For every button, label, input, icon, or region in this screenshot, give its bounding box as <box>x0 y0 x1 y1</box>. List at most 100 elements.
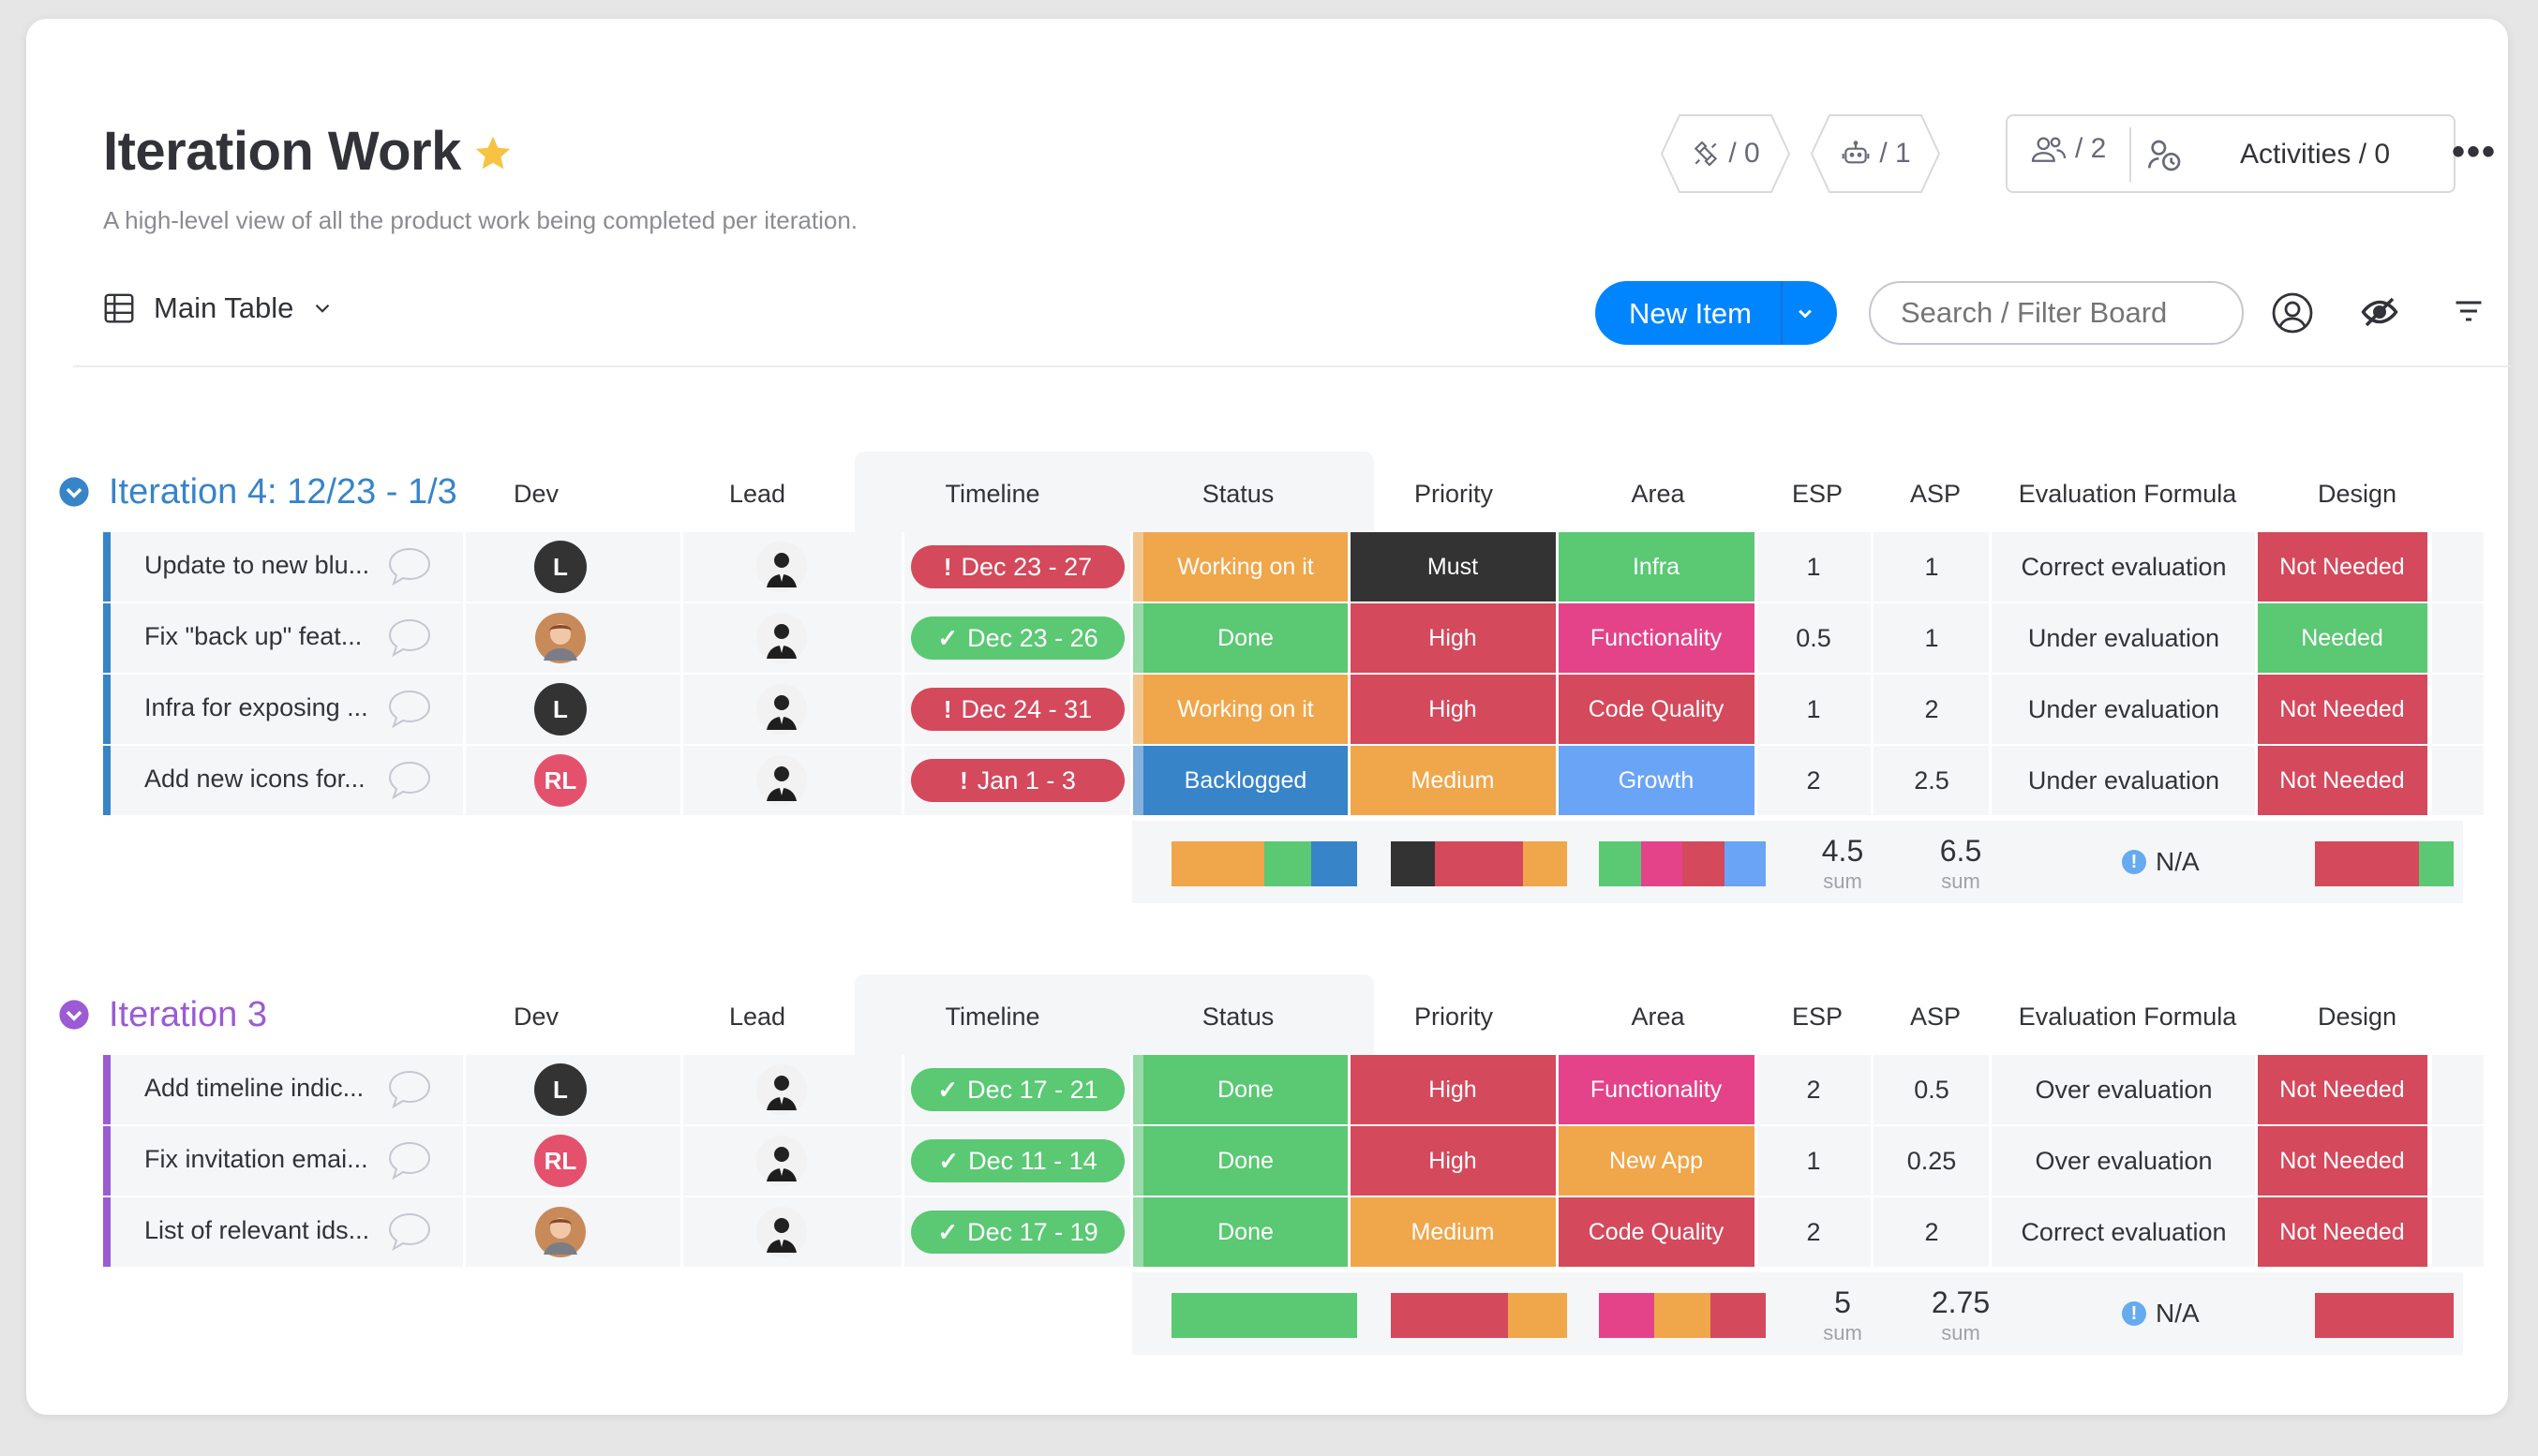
board-title[interactable]: Iteration Work <box>103 121 461 182</box>
design-cell[interactable]: Not Needed <box>2257 532 2427 602</box>
person-filter-icon[interactable] <box>2270 290 2315 335</box>
favorite-star-icon[interactable] <box>472 133 514 174</box>
area-summary[interactable] <box>1599 841 1766 886</box>
lead-avatar[interactable] <box>755 612 808 664</box>
status-cell[interactable]: Done <box>1143 603 1348 673</box>
table-row[interactable]: List of relevant ids... ✓ Dec 17 - 19 Done M… <box>103 1197 2484 1267</box>
avatar[interactable]: L <box>534 1063 587 1116</box>
column-header-status[interactable]: Status <box>1202 1003 1275 1031</box>
area-cell[interactable]: Functionality <box>1558 603 1754 673</box>
esp-cell[interactable]: 2 <box>1806 1217 1821 1246</box>
activities-button[interactable]: Activities / 0 <box>2240 139 2391 170</box>
timeline-pill[interactable]: ! Dec 23 - 27 <box>911 545 1125 588</box>
area-cell[interactable]: Code Quality <box>1558 675 1754 744</box>
table-row[interactable]: Fix "back up" feat... ✓ Dec 23 - 26 Done Hig… <box>103 603 2484 673</box>
status-cell[interactable]: Working on it <box>1143 532 1348 602</box>
column-header-priority[interactable]: Priority <box>1413 480 1493 508</box>
status-cell[interactable]: Backlogged <box>1143 746 1348 815</box>
design-cell[interactable]: Needed <box>2257 603 2427 673</box>
column-header-asp[interactable]: ASP <box>1909 1003 1962 1031</box>
column-header-lead[interactable]: Lead <box>728 480 786 508</box>
column-header-design[interactable]: Design <box>2317 480 2397 508</box>
column-header-evaluation[interactable]: Evaluation Formula <box>2018 1003 2237 1031</box>
group-title[interactable]: Iteration 4: 12/23 - 1/3 <box>109 472 457 512</box>
esp-cell[interactable]: 1 <box>1806 552 1821 581</box>
collapse-group-icon[interactable] <box>58 476 90 508</box>
hide-columns-icon[interactable] <box>2360 292 2399 332</box>
status-cell[interactable]: Done <box>1143 1126 1348 1196</box>
column-header-timeline[interactable]: Timeline <box>945 1003 1040 1031</box>
avatar[interactable]: RL <box>534 1135 587 1187</box>
timeline-pill[interactable]: ✓ Dec 23 - 26 <box>911 617 1125 660</box>
status-summary[interactable] <box>1172 1293 1357 1338</box>
lead-avatar[interactable] <box>755 754 808 807</box>
status-cell[interactable]: Done <box>1143 1055 1348 1124</box>
group-title[interactable]: Iteration 3 <box>109 995 267 1034</box>
esp-cell[interactable]: 1 <box>1806 694 1821 723</box>
column-header-dev[interactable]: Dev <box>513 480 559 508</box>
item-name[interactable]: List of relevant ids... <box>144 1216 370 1244</box>
lead-avatar[interactable] <box>755 683 808 735</box>
priority-cell[interactable]: High <box>1350 1126 1556 1196</box>
item-name[interactable]: Fix invitation emai... <box>144 1145 368 1173</box>
priority-cell[interactable]: Medium <box>1350 746 1556 815</box>
area-summary[interactable] <box>1599 1293 1766 1338</box>
esp-cell[interactable]: 2 <box>1806 765 1821 795</box>
timeline-pill[interactable]: ✓ Dec 17 - 19 <box>911 1211 1125 1254</box>
view-selector[interactable]: Main Table <box>101 290 335 326</box>
lead-avatar[interactable] <box>755 541 808 593</box>
area-cell[interactable]: Infra <box>1558 532 1754 602</box>
members-button[interactable]: / 2 <box>2030 133 2106 165</box>
chevron-down-icon[interactable] <box>1792 300 1818 326</box>
area-cell[interactable]: Functionality <box>1558 1055 1754 1124</box>
asp-cell[interactable]: 2.5 <box>1914 765 1949 795</box>
esp-cell[interactable]: 1 <box>1806 1146 1821 1175</box>
avatar[interactable]: L <box>534 541 587 593</box>
table-row[interactable]: Infra for exposing ... L! Dec 24 - 31 Worki… <box>103 675 2484 744</box>
status-cell[interactable]: Done <box>1143 1197 1348 1267</box>
comment-bubble-icon[interactable] <box>386 760 433 801</box>
avatar[interactable] <box>534 612 587 664</box>
asp-cell[interactable]: 0.25 <box>1906 1146 1957 1175</box>
area-cell[interactable]: Code Quality <box>1558 1197 1754 1267</box>
design-cell[interactable]: Not Needed <box>2257 1126 2427 1196</box>
column-header-dev[interactable]: Dev <box>513 1003 559 1031</box>
lead-avatar[interactable] <box>755 1206 808 1258</box>
automations-button[interactable]: / 1 <box>1811 114 1940 193</box>
design-cell[interactable]: Not Needed <box>2257 1055 2427 1124</box>
comment-bubble-icon[interactable] <box>386 1140 433 1181</box>
asp-cell[interactable]: 1 <box>1924 552 1939 581</box>
info-icon[interactable]: ! <box>2122 1301 2146 1326</box>
comment-bubble-icon[interactable] <box>386 1069 433 1110</box>
column-header-timeline[interactable]: Timeline <box>945 480 1040 508</box>
priority-cell[interactable]: Medium <box>1350 1197 1556 1267</box>
comment-bubble-icon[interactable] <box>386 617 433 659</box>
design-summary[interactable] <box>2315 841 2454 886</box>
status-cell[interactable]: Working on it <box>1143 675 1348 744</box>
table-row[interactable]: Update to new blu... L! Dec 23 - 27 Working… <box>103 532 2484 602</box>
column-header-esp[interactable]: ESP <box>1791 480 1844 508</box>
design-cell[interactable]: Not Needed <box>2257 746 2427 815</box>
column-header-area[interactable]: Area <box>1631 1003 1685 1031</box>
comment-bubble-icon[interactable] <box>386 1211 433 1253</box>
lead-avatar[interactable] <box>755 1135 808 1187</box>
info-icon[interactable]: ! <box>2122 850 2146 874</box>
item-name[interactable]: Add timeline indic... <box>144 1074 365 1102</box>
priority-cell[interactable]: High <box>1350 603 1556 673</box>
column-header-esp[interactable]: ESP <box>1791 1003 1844 1031</box>
design-summary[interactable] <box>2315 1293 2454 1338</box>
priority-cell[interactable]: High <box>1350 675 1556 744</box>
integrations-button[interactable]: / 0 <box>1661 114 1790 193</box>
avatar[interactable] <box>534 1206 587 1258</box>
status-summary[interactable] <box>1172 841 1357 886</box>
timeline-pill[interactable]: ✓ Dec 11 - 14 <box>911 1139 1125 1182</box>
more-options-icon[interactable]: ••• <box>2452 131 2498 172</box>
column-header-priority[interactable]: Priority <box>1413 1003 1493 1031</box>
timeline-pill[interactable]: ! Jan 1 - 3 <box>911 759 1125 802</box>
priority-summary[interactable] <box>1391 1293 1567 1338</box>
table-row[interactable]: Fix invitation emai... RL ✓ Dec 11 - 14 Done… <box>103 1126 2484 1196</box>
search-input[interactable] <box>1869 281 2244 345</box>
new-item-button[interactable]: New Item <box>1595 281 1837 345</box>
timeline-pill[interactable]: ✓ Dec 17 - 21 <box>911 1068 1125 1111</box>
avatar[interactable]: L <box>534 683 587 735</box>
